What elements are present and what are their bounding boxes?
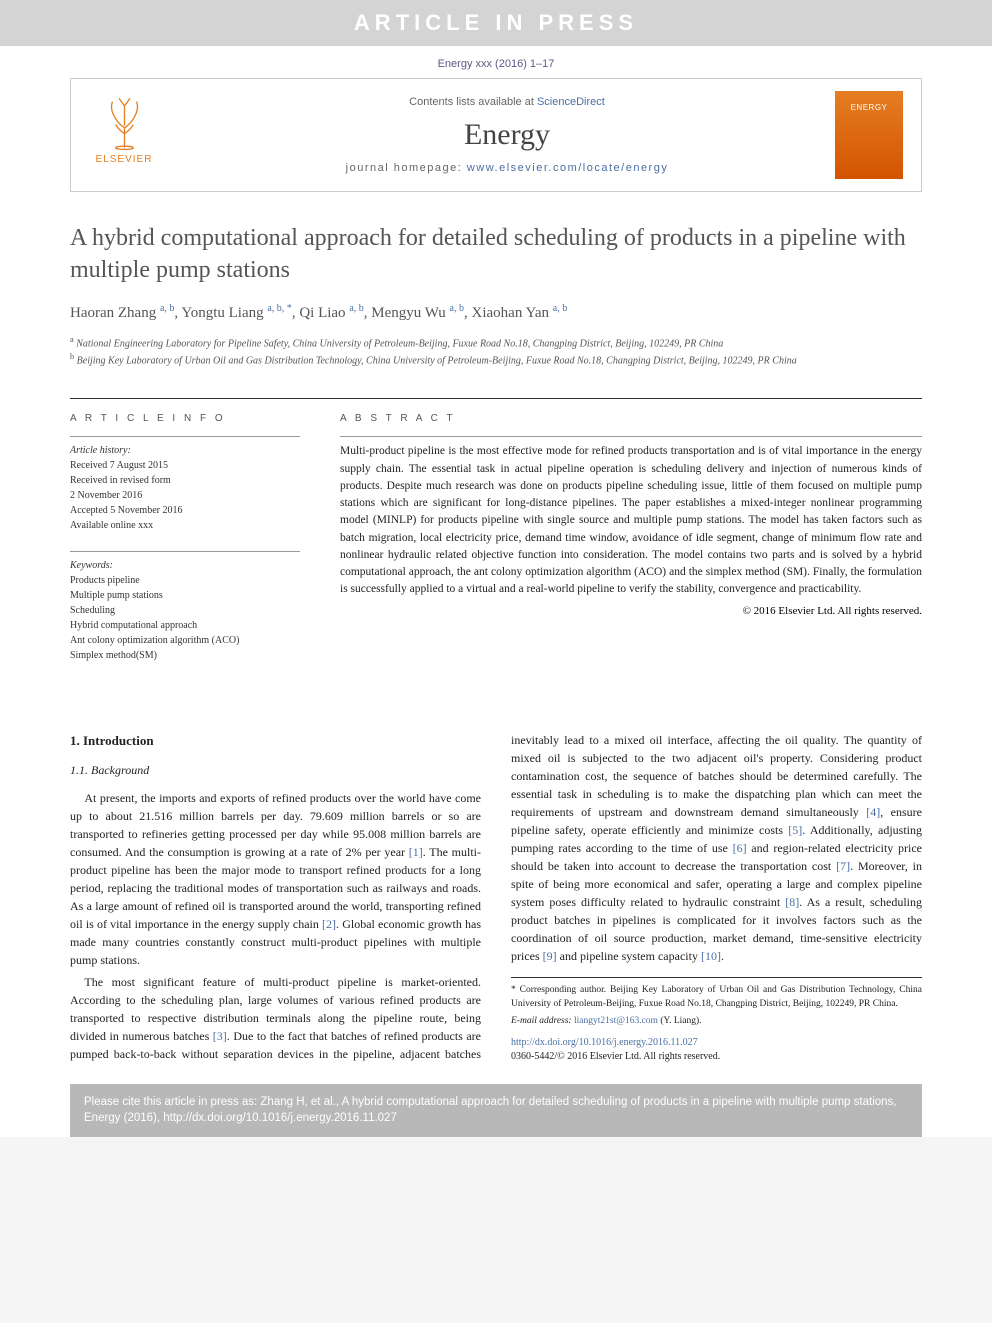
keyword: Scheduling — [70, 603, 300, 618]
elsevier-wordmark: ELSEVIER — [96, 154, 153, 165]
corresponding-author: * Corresponding author. Beijing Key Labo… — [511, 984, 922, 1011]
ref-7-link[interactable]: [7] — [836, 859, 850, 873]
history-label: Article history: — [70, 443, 300, 458]
abstract-text: Multi-product pipeline is the most effec… — [340, 436, 922, 598]
info-abstract-row: A R T I C L E I N F O Article history: R… — [70, 398, 922, 681]
homepage-line: journal homepage: www.elsevier.com/locat… — [179, 162, 835, 174]
footnote-block: * Corresponding author. Beijing Key Labo… — [511, 977, 922, 1064]
affiliation-a: National Engineering Laboratory for Pipe… — [76, 338, 723, 349]
revised-date: 2 November 2016 — [70, 488, 300, 503]
journal-name: Energy — [179, 118, 835, 152]
section-1-1-heading: 1.1. Background — [70, 761, 481, 779]
ref-1-link[interactable]: [1] — [409, 845, 423, 859]
paragraph: At present, the imports and exports of r… — [70, 789, 481, 969]
contents-prefix: Contents lists available at — [409, 96, 537, 108]
ref-3-link[interactable]: [3] — [213, 1029, 227, 1043]
ref-2-link[interactable]: [2] — [322, 917, 336, 931]
article-front-matter: A hybrid computational approach for deta… — [0, 192, 992, 701]
abstract-column: A B S T R A C T Multi-product pipeline i… — [340, 413, 922, 681]
journal-reference: Energy xxx (2016) 1–17 — [0, 46, 992, 78]
ref-6-link[interactable]: [6] — [733, 841, 747, 855]
elsevier-tree-icon — [97, 95, 152, 150]
affiliations: a National Engineering Laboratory for Pi… — [70, 334, 922, 369]
email-line: E-mail address: liangyt21st@163.com (Y. … — [511, 1015, 922, 1028]
homepage-prefix: journal homepage: — [346, 162, 467, 174]
keyword: Products pipeline — [70, 573, 300, 588]
article-info-head: A R T I C L E I N F O — [70, 413, 300, 424]
ref-4-link[interactable]: [4] — [866, 805, 880, 819]
email-label: E-mail address: — [511, 1016, 574, 1026]
ref-5-link[interactable]: [5] — [788, 823, 802, 837]
journal-cover-thumbnail: ENERGY — [835, 91, 903, 179]
header-center: Contents lists available at ScienceDirec… — [179, 96, 835, 174]
abstract-head: A B S T R A C T — [340, 413, 922, 424]
section-1-heading: 1. Introduction — [70, 731, 481, 751]
email-link[interactable]: liangyt21st@163.com — [574, 1016, 658, 1026]
issn-copyright: 0360-5442/© 2016 Elsevier Ltd. All right… — [511, 1050, 922, 1064]
doi-link[interactable]: http://dx.doi.org/10.1016/j.energy.2016.… — [511, 1037, 698, 1048]
article-in-press-banner: ARTICLE IN PRESS — [0, 0, 992, 46]
ref-8-link[interactable]: [8] — [785, 895, 799, 909]
citation-box: Please cite this article in press as: Zh… — [70, 1084, 922, 1136]
abstract-copyright: © 2016 Elsevier Ltd. All rights reserved… — [340, 605, 922, 617]
page: ARTICLE IN PRESS Energy xxx (2016) 1–17 … — [0, 0, 992, 1137]
affiliation-b: Beijing Key Laboratory of Urban Oil and … — [77, 355, 797, 366]
journal-header: ELSEVIER Contents lists available at Sci… — [70, 78, 922, 192]
keyword: Ant colony optimization algorithm (ACO) — [70, 633, 300, 648]
ref-10-link[interactable]: [10] — [701, 949, 721, 963]
keywords-label: Keywords: — [70, 558, 300, 573]
accepted: Accepted 5 November 2016 — [70, 503, 300, 518]
contents-list-line: Contents lists available at ScienceDirec… — [179, 96, 835, 108]
revised-label: Received in revised form — [70, 473, 300, 488]
article-history: Article history: Received 7 August 2015 … — [70, 436, 300, 533]
received: Received 7 August 2015 — [70, 458, 300, 473]
doi-block: http://dx.doi.org/10.1016/j.energy.2016.… — [511, 1036, 922, 1064]
cover-title: ENERGY — [841, 103, 897, 112]
article-info-column: A R T I C L E I N F O Article history: R… — [70, 413, 300, 681]
article-title: A hybrid computational approach for deta… — [70, 222, 922, 287]
elsevier-logo: ELSEVIER — [89, 95, 159, 175]
keyword: Multiple pump stations — [70, 588, 300, 603]
keyword: Simplex method(SM) — [70, 648, 300, 663]
keyword: Hybrid computational approach — [70, 618, 300, 633]
article-body: 1. Introduction 1.1. Background At prese… — [0, 701, 992, 1084]
sciencedirect-link[interactable]: ScienceDirect — [537, 96, 605, 108]
authors: Haoran Zhang a, b, Yongtu Liang a, b, *,… — [70, 303, 922, 322]
ref-9-link[interactable]: [9] — [543, 949, 557, 963]
online: Available online xxx — [70, 518, 300, 533]
keywords-block: Keywords: Products pipeline Multiple pum… — [70, 551, 300, 663]
homepage-link[interactable]: www.elsevier.com/locate/energy — [467, 162, 669, 174]
